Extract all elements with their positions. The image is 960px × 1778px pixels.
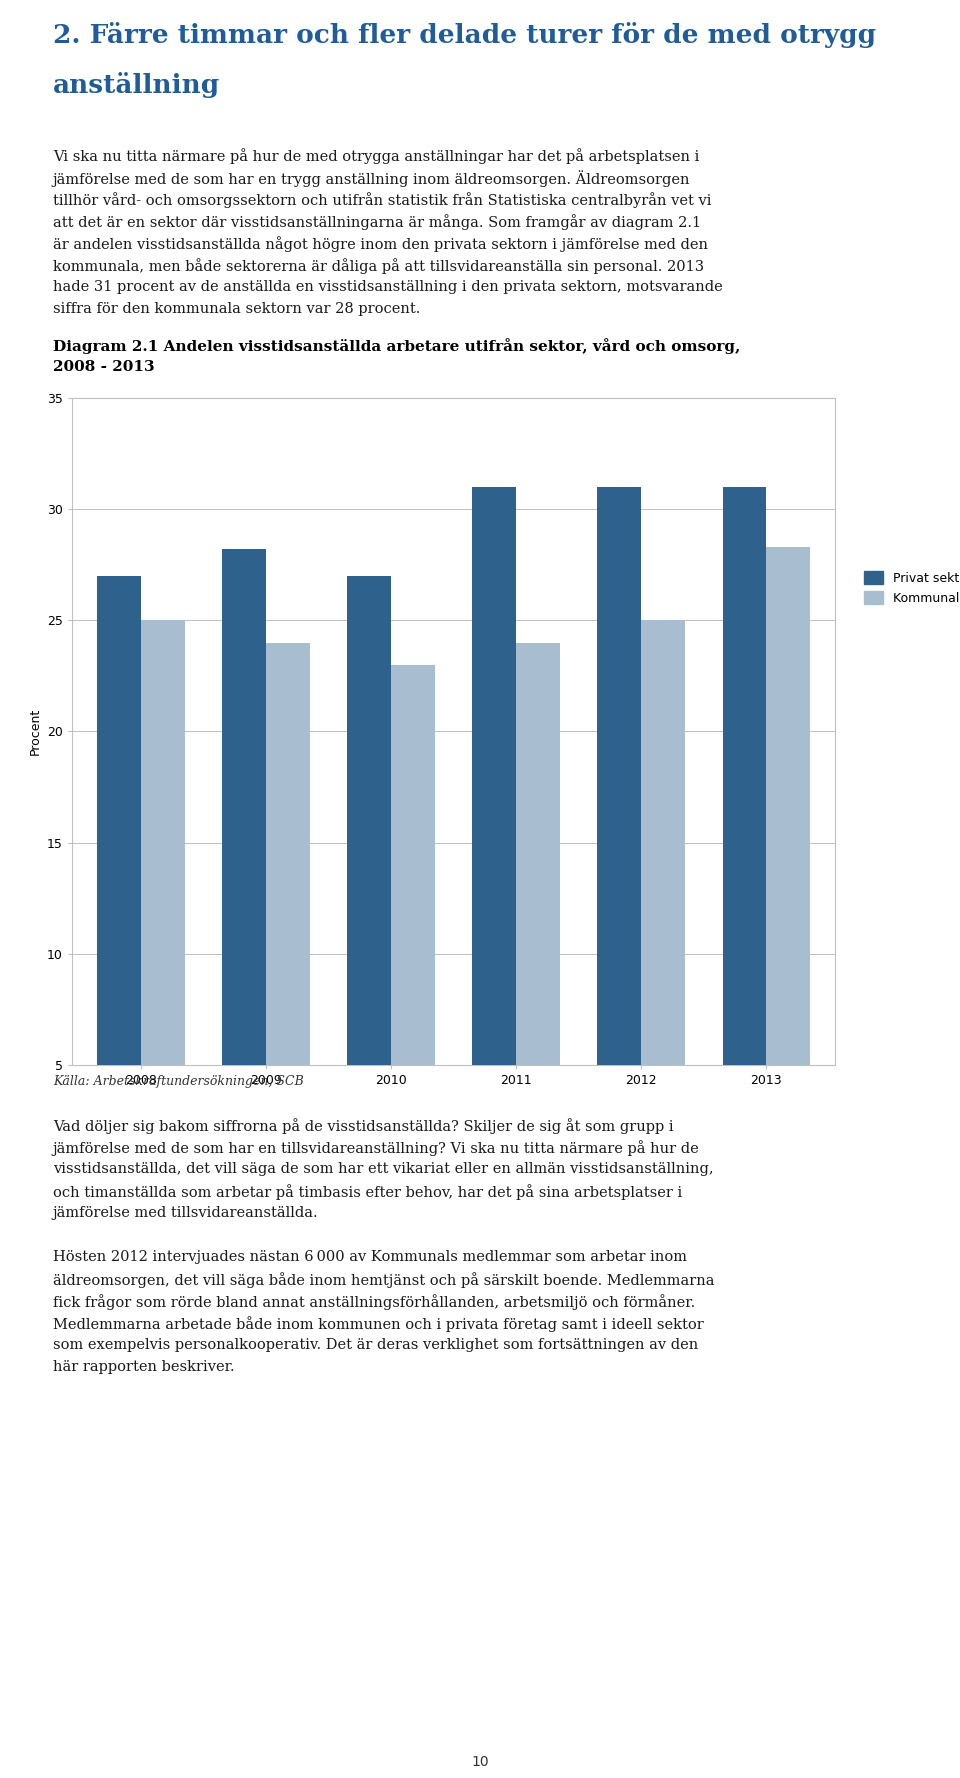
Bar [141,621,184,1177]
Text: Hösten 2012 intervjuades nästan 6 000 av Kommunals medlemmar som arbetar inom: Hösten 2012 intervjuades nästan 6 000 av… [53,1250,686,1264]
Bar [641,621,685,1177]
Text: Källa: Arbetskraftundersökningen, SCB: Källa: Arbetskraftundersökningen, SCB [53,1076,303,1088]
Bar [222,549,266,1177]
Y-axis label: Procent: Procent [29,708,41,756]
Bar [597,487,641,1177]
Text: att det är en sektor där visstidsanställningarna är många. Som framgår av diagra: att det är en sektor där visstidsanställ… [53,213,701,229]
Text: Diagram 2.1 Andelen visstidsanställda arbetare utifrån sektor, vård och omsorg,: Diagram 2.1 Andelen visstidsanställda ar… [53,338,740,354]
Bar [97,576,141,1177]
Text: siffra för den kommunala sektorn var 28 procent.: siffra för den kommunala sektorn var 28 … [53,302,420,316]
Text: äldreomsorgen, det vill säga både inom hemtjänst och på särskilt boende. Medlemm: äldreomsorgen, det vill säga både inom h… [53,1271,714,1287]
Text: Vad döljer sig bakom siffrorna på de visstidsanställda? Skiljer de sig åt som gr: Vad döljer sig bakom siffrorna på de vis… [53,1118,673,1134]
Text: fick frågor som rörde bland annat anställningsförhållanden, arbetsmiljö och förm: fick frågor som rörde bland annat anstäl… [53,1294,695,1310]
Bar [516,642,560,1177]
Text: 2008 - 2013: 2008 - 2013 [53,359,155,373]
Text: här rapporten beskriver.: här rapporten beskriver. [53,1360,234,1374]
Text: hade 31 procent av de anställda en visstidsanställning i den privata sektorn, mo: hade 31 procent av de anställda en visst… [53,279,723,293]
Text: kommunala, men både sektorerna är dåliga på att tillsvidareanställa sin personal: kommunala, men både sektorerna är dåliga… [53,258,704,274]
Legend: Privat sektor, Kommunal sektor: Privat sektor, Kommunal sektor [864,571,960,605]
Text: jämförelse med de som har en tillsvidareanställning? Vi ska nu titta närmare på : jämförelse med de som har en tillsvidare… [53,1140,700,1156]
Text: anställning: anställning [53,71,220,98]
Bar [348,576,391,1177]
Text: Medlemmarna arbetade både inom kommunen och i privata företag samt i ideell sekt: Medlemmarna arbetade både inom kommunen … [53,1316,704,1332]
Text: 10: 10 [471,1755,489,1769]
Bar [266,642,310,1177]
Bar [723,487,766,1177]
Text: 2. Färre timmar och fler delade turer för de med otrygg: 2. Färre timmar och fler delade turer fö… [53,21,876,48]
Text: och timanställda som arbetar på timbasis efter behov, har det på sina arbetsplat: och timanställda som arbetar på timbasis… [53,1184,682,1200]
Text: jämförelse med tillsvidareanställda.: jämförelse med tillsvidareanställda. [53,1205,319,1220]
Text: tillhör vård- och omsorgssektorn och utifrån statistik från Statistiska centralb: tillhör vård- och omsorgssektorn och uti… [53,192,711,208]
Text: Vi ska nu titta närmare på hur de med otrygga anställningar har det på arbetspla: Vi ska nu titta närmare på hur de med ot… [53,148,699,164]
Bar [391,665,435,1177]
Bar [766,548,810,1177]
Text: som exempelvis personalkooperativ. Det är deras verklighet som fortsättningen av: som exempelvis personalkooperativ. Det ä… [53,1339,698,1351]
Text: visstidsanställda, det vill säga de som har ett vikariat eller en allmän visstid: visstidsanställda, det vill säga de som … [53,1163,713,1175]
Text: är andelen visstidsanställda något högre inom den privata sektorn i jämförelse m: är andelen visstidsanställda något högre… [53,236,708,252]
Text: jämförelse med de som har en trygg anställning inom äldreomsorgen. Äldreomsorgen: jämförelse med de som har en trygg anstä… [53,171,690,187]
Bar [472,487,516,1177]
